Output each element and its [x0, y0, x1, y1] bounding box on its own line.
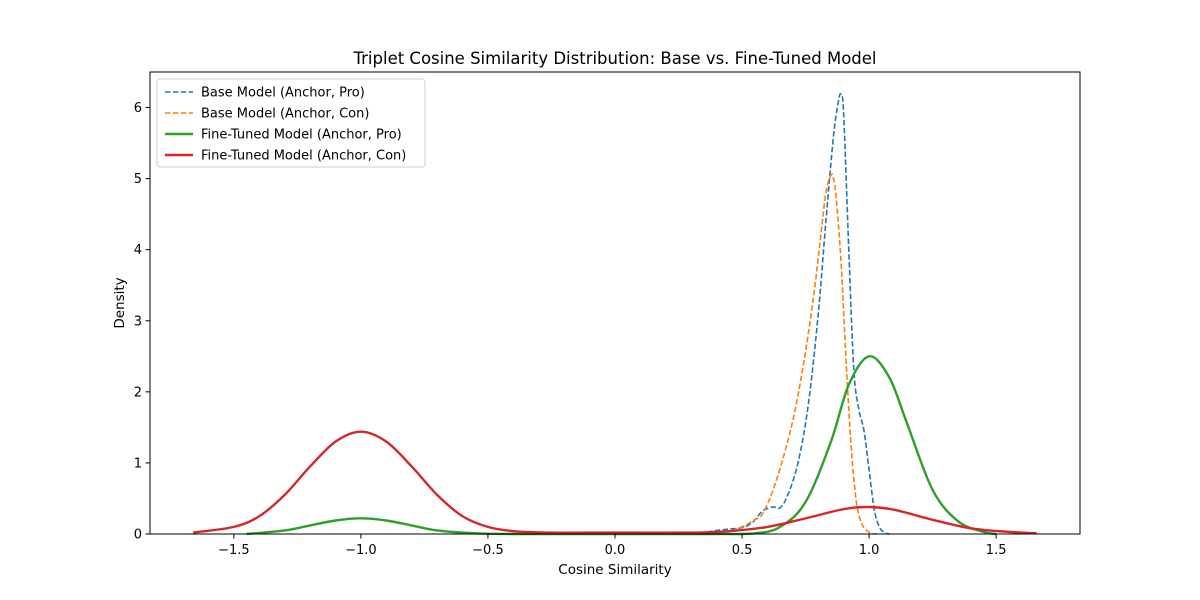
- y-tick-label: 6: [134, 101, 142, 116]
- series-line-4: [193, 430, 1037, 535]
- x-tick-label: −1.5: [218, 543, 250, 558]
- y-tick-label: 0: [134, 528, 142, 543]
- y-tick-label: 4: [134, 243, 142, 258]
- x-tick-label: 1.0: [859, 543, 880, 558]
- chart-title: Triplet Cosine Similarity Distribution: …: [352, 49, 876, 68]
- legend-frame: [156, 78, 426, 168]
- legend-label-1: Base Model (Anchor, Pro): [201, 86, 365, 101]
- x-tick-label: −1.0: [345, 543, 377, 558]
- x-tick-label: 0.5: [732, 543, 753, 558]
- x-axis: −1.5 −1.0 −0.5 0.0 0.5 1.0 1.5: [218, 534, 1006, 558]
- y-tick-label: 5: [134, 172, 142, 187]
- x-tick-label: −0.5: [472, 543, 504, 558]
- series-line-1: [691, 92, 890, 535]
- y-axis-label: Density: [112, 277, 128, 328]
- legend: Base Model (Anchor, Pro) Base Model (Anch…: [156, 78, 426, 168]
- y-tick-label: 2: [134, 385, 142, 400]
- legend-label-3: Fine-Tuned Model (Anchor, Pro): [201, 128, 402, 143]
- x-axis-label: Cosine Similarity: [558, 562, 671, 578]
- y-tick-label: 3: [134, 314, 142, 329]
- y-axis: 0 1 2 3 4 5 6: [134, 101, 150, 543]
- x-tick-label: 0.0: [605, 543, 626, 558]
- legend-label-4: Fine-Tuned Model (Anchor, Con): [201, 149, 406, 164]
- series-line-2: [716, 173, 877, 535]
- legend-label-2: Base Model (Anchor, Con): [201, 107, 369, 122]
- y-tick-label: 1: [134, 456, 142, 471]
- x-tick-label: 1.5: [986, 543, 1007, 558]
